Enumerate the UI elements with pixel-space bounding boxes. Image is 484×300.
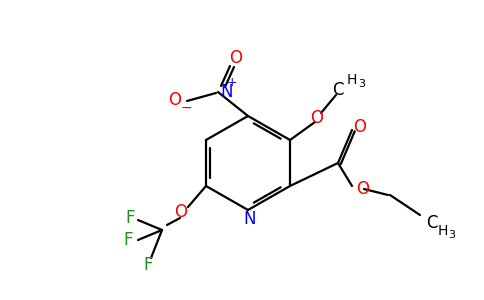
Text: O: O — [353, 118, 366, 136]
Text: 3: 3 — [448, 230, 455, 240]
Text: O: O — [311, 109, 323, 127]
Text: C: C — [426, 214, 438, 232]
Text: O: O — [175, 203, 187, 221]
Text: −: − — [180, 101, 192, 115]
Text: O: O — [356, 180, 369, 198]
Text: H: H — [438, 224, 448, 238]
Text: N: N — [244, 210, 256, 228]
Text: O: O — [168, 91, 182, 109]
Text: O: O — [229, 49, 242, 67]
Text: +: + — [227, 76, 237, 89]
Text: F: F — [123, 231, 133, 249]
Text: H: H — [347, 73, 357, 87]
Text: F: F — [125, 209, 135, 227]
Text: C: C — [332, 81, 344, 99]
Text: N: N — [220, 83, 232, 101]
Text: 3: 3 — [359, 79, 365, 89]
Text: F: F — [143, 256, 153, 274]
